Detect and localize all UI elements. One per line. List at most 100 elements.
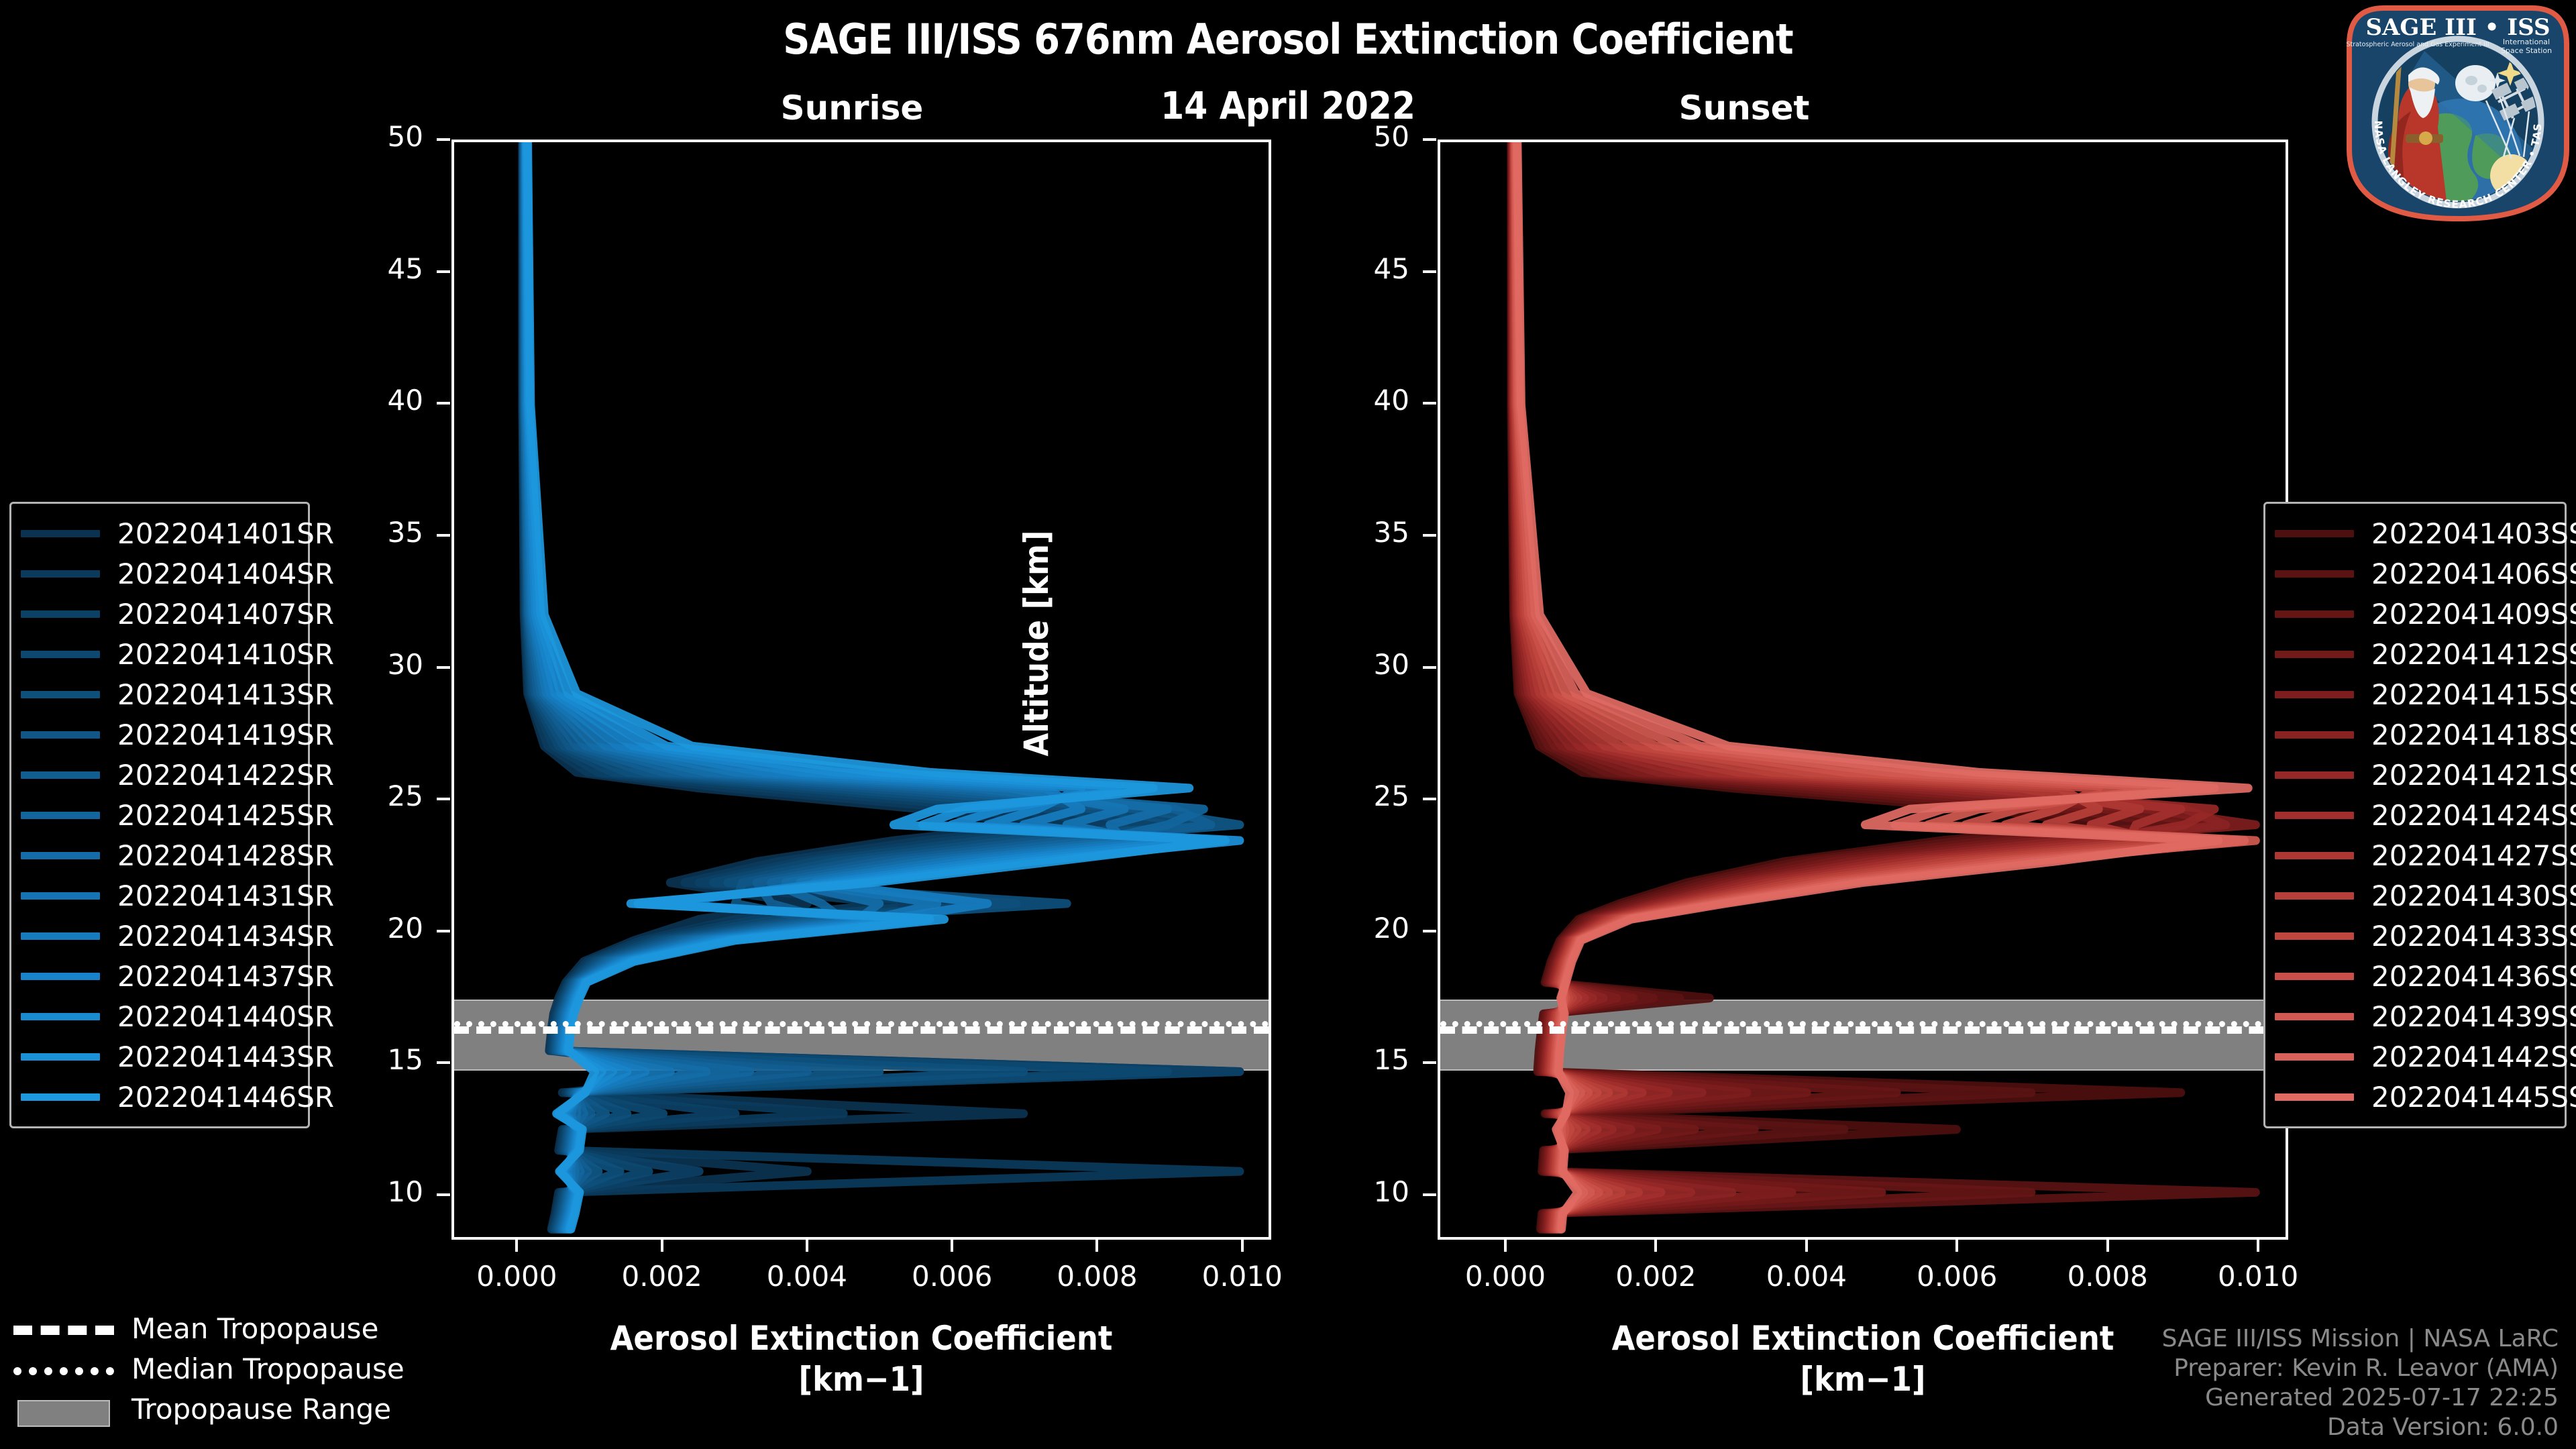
legend-item[interactable]: 2022041418SS xyxy=(2275,714,2576,755)
legend-item[interactable]: 2022041415SS xyxy=(2275,674,2576,714)
legend-item[interactable]: 2022041431SR xyxy=(21,875,334,916)
legend-item[interactable]: 2022041407SR xyxy=(21,594,334,634)
legend-item[interactable]: 2022041446SR xyxy=(21,1077,334,1117)
legend-item[interactable]: 2022041440SR xyxy=(21,996,334,1036)
legend-item[interactable]: 2022041421SS xyxy=(2275,755,2576,795)
legend-item[interactable]: 2022041412SS xyxy=(2275,634,2576,674)
legend-item-label: 2022041445SS xyxy=(2371,1080,2576,1114)
legend-color-swatch xyxy=(2275,811,2354,819)
y-axis-title-sunset: Altitude [km] xyxy=(1017,530,1056,757)
series-line xyxy=(1512,142,2249,1234)
series-line xyxy=(1508,142,2231,1234)
y-tick-mark xyxy=(437,270,450,273)
legend-item[interactable]: 2022041442SS xyxy=(2275,1036,2576,1077)
legend-color-swatch xyxy=(21,1012,100,1020)
legend-item-label: 2022041413SR xyxy=(117,678,335,711)
legend-item[interactable]: 2022041439SS xyxy=(2275,996,2576,1036)
x-tick-mark xyxy=(1805,1240,1808,1252)
y-tick-mark xyxy=(1423,533,1436,537)
legend-item[interactable]: 2022041425SR xyxy=(21,795,334,835)
legend-item[interactable]: 2022041409SS xyxy=(2275,594,2576,634)
legend-item-label: 2022041440SR xyxy=(117,1000,335,1033)
y-tick-label: 25 xyxy=(387,780,423,813)
y-tick-label: 15 xyxy=(387,1043,423,1077)
legend-item[interactable]: 2022041433SS xyxy=(2275,916,2576,956)
legend-item[interactable]: 2022041413SR xyxy=(21,674,334,714)
legend-item-label: 2022041439SS xyxy=(2371,1000,2576,1033)
tropopause-legend-item: Median Tropopause xyxy=(13,1348,429,1389)
series-line xyxy=(1509,142,2219,1234)
y-tick-label: 10 xyxy=(387,1175,423,1209)
series-line xyxy=(1509,142,2163,1234)
x-tick-label: 0.002 xyxy=(621,1260,702,1293)
y-tick-mark xyxy=(437,1061,450,1065)
median-tropopause-swatch xyxy=(13,1360,114,1377)
legend-item-label: 2022041415SS xyxy=(2371,678,2576,711)
median-tropopause-line-sunrise xyxy=(454,1020,1269,1027)
legend-item[interactable]: 2022041443SR xyxy=(21,1036,334,1077)
page-date: 14 April 2022 xyxy=(1161,85,1415,128)
legend-color-swatch xyxy=(21,811,100,819)
x-tick-label: 0.010 xyxy=(2217,1260,2299,1293)
swatch-shape xyxy=(17,1400,110,1427)
legend-color-swatch xyxy=(2275,610,2354,618)
credits-mission: SAGE III/ISS Mission | NASA LaRC xyxy=(2161,1325,2559,1353)
legend-item-label: 2022041403SS xyxy=(2371,517,2576,550)
legend-item-label: 2022041437SR xyxy=(117,959,335,993)
legend-item[interactable]: 2022041436SS xyxy=(2275,956,2576,996)
y-tick-mark xyxy=(1423,138,1436,141)
legend-sunrise[interactable]: 2022041401SR 2022041404SR 2022041407SR 2022… xyxy=(9,502,334,1128)
sage-iii-iss-logo: SAGE III • ISS Stratospheric Aerosol and… xyxy=(2339,0,2572,224)
legend-color-swatch xyxy=(2275,771,2354,779)
legend-color-swatch xyxy=(21,892,100,900)
swatch-shape xyxy=(13,1326,114,1335)
legend-item[interactable]: 2022041445SS xyxy=(2275,1077,2576,1117)
legend-item[interactable]: 2022041403SS xyxy=(2275,513,2576,553)
legend-color-swatch xyxy=(21,932,100,940)
legend-color-swatch xyxy=(2275,570,2354,578)
legend-item[interactable]: 2022041404SR xyxy=(21,553,334,594)
x-tick-label: 0.002 xyxy=(1615,1260,1697,1293)
y-tick-mark xyxy=(1423,1061,1436,1065)
legend-item[interactable]: 2022041424SS xyxy=(2275,795,2576,835)
legend-item[interactable]: 2022041401SR xyxy=(21,513,334,553)
legend-color-swatch xyxy=(2275,1053,2354,1061)
legend-color-swatch xyxy=(2275,1012,2354,1020)
legend-item-label: 2022041409SS xyxy=(2371,597,2576,631)
x-tick-mark xyxy=(515,1240,519,1252)
legend-item-label: 2022041442SS xyxy=(2371,1040,2576,1073)
legend-item[interactable]: 2022041419SR xyxy=(21,714,334,755)
legend-item[interactable]: 2022041406SS xyxy=(2275,553,2576,594)
tropopause-legend-item: Tropopause Range xyxy=(13,1389,429,1429)
legend-color-swatch xyxy=(21,570,100,578)
x-tick-label: 0.008 xyxy=(1057,1260,1138,1293)
x-tick-mark xyxy=(2257,1240,2260,1252)
x-tick-label: 0.004 xyxy=(766,1260,848,1293)
legend-item-label: 2022041430SS xyxy=(2371,879,2576,912)
legend-sunset[interactable]: 2022041403SS 2022041406SS 2022041409SS 2022… xyxy=(2263,502,2576,1128)
y-tick-mark xyxy=(1423,798,1436,801)
y-tick-mark xyxy=(437,1193,450,1197)
legend-item[interactable]: 2022041422SR xyxy=(21,755,334,795)
legend-item[interactable]: 2022041430SS xyxy=(2275,875,2576,916)
legend-item[interactable]: 2022041427SS xyxy=(2275,835,2576,875)
page-title: SAGE III/ISS 676nm Aerosol Extinction Co… xyxy=(783,15,1793,64)
legend-item-label: 2022041425SR xyxy=(117,798,335,832)
credits-generated: Generated 2025-07-17 22:25 xyxy=(2205,1384,2559,1412)
legend-item[interactable]: 2022041434SR xyxy=(21,916,334,956)
legend-item[interactable]: 2022041428SR xyxy=(21,835,334,875)
legend-item[interactable]: 2022041410SR xyxy=(21,634,334,674)
panel-header-sunrise: Sunrise xyxy=(780,89,924,127)
x-tick-mark xyxy=(1503,1240,1507,1252)
x-tick-label: 0.000 xyxy=(476,1260,557,1293)
x-tick-mark xyxy=(1955,1240,1959,1252)
y-tick-label: 45 xyxy=(387,252,423,285)
legend-color-swatch xyxy=(21,972,100,980)
legend-item[interactable]: 2022041437SR xyxy=(21,956,334,996)
legend-item-label: 2022041427SS xyxy=(2371,839,2576,872)
x-axis-title-line1-sunrise: Aerosol Extinction Coefficient xyxy=(610,1319,1113,1358)
legend-item-label: 2022041443SR xyxy=(117,1040,335,1073)
series-line xyxy=(1507,142,2186,1234)
series-lines-sunrise xyxy=(518,142,1244,1234)
legend-item-label: 2022041406SS xyxy=(2371,557,2576,590)
